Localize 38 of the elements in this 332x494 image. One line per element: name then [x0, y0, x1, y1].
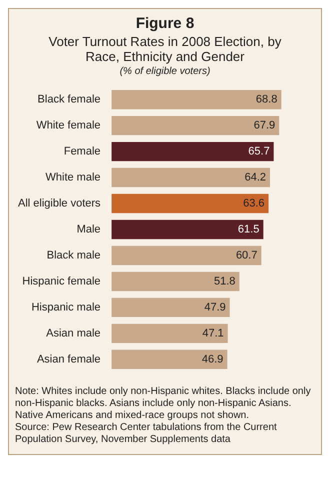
- bar: [112, 220, 264, 240]
- bar: [112, 246, 262, 266]
- y-tick-label: Male: [76, 224, 101, 236]
- y-tick-label: Female: [64, 146, 101, 158]
- data-label: 46.9: [202, 353, 224, 366]
- x-axis-title: (% of eligible voters): [118, 66, 212, 77]
- text: Note: Whites include only non-Hispanic whites. Blacks include only non-Hispanic blacks. Asians include only non-Hispanic Asians. Native Americans and mixed-race groups not shown.: [15, 386, 312, 422]
- bar: [112, 168, 270, 188]
- data-label: 61.5: [238, 224, 260, 236]
- y-tick-label: Asian female: [36, 353, 101, 366]
- y-tick-label: Asian male: [46, 327, 101, 340]
- y-tick-label: White female: [36, 120, 101, 132]
- bar: [112, 298, 230, 318]
- data-label: 64.2: [244, 172, 266, 184]
- chart-title: Figure 8: [134, 15, 196, 32]
- bar: [112, 350, 228, 370]
- y-tick-label: Black female: [38, 94, 101, 106]
- bar: [112, 194, 269, 214]
- data-label: 60.7: [236, 250, 258, 262]
- bar: [112, 272, 240, 292]
- source-note: Source: Pew Research Center tabulations from the Current Population Survey, November Supplements data: [15, 422, 278, 446]
- data-label: 65.7: [248, 146, 270, 158]
- data-label: 47.9: [204, 301, 226, 314]
- bar: [112, 324, 228, 344]
- y-tick-label: Hispanic male: [31, 301, 101, 314]
- bar: [112, 90, 282, 110]
- data-label: 63.6: [243, 198, 265, 210]
- y-tick-label: White male: [46, 172, 101, 184]
- y-tick-label: All eligible voters: [18, 198, 102, 210]
- bar: [112, 142, 274, 162]
- data-label: 67.9: [254, 120, 276, 132]
- chart-subtitle: Voter Turnout Rates in 2008 Election, by Race, Ethnicity and Gender: [48, 34, 282, 64]
- y-tick-label: Black male: [46, 250, 101, 262]
- data-label: 47.1: [202, 327, 224, 340]
- data-label: 51.8: [214, 275, 236, 288]
- y-tick-label: Hispanic female: [22, 275, 101, 288]
- data-label: 68.8: [256, 94, 278, 106]
- bar: [112, 116, 280, 136]
